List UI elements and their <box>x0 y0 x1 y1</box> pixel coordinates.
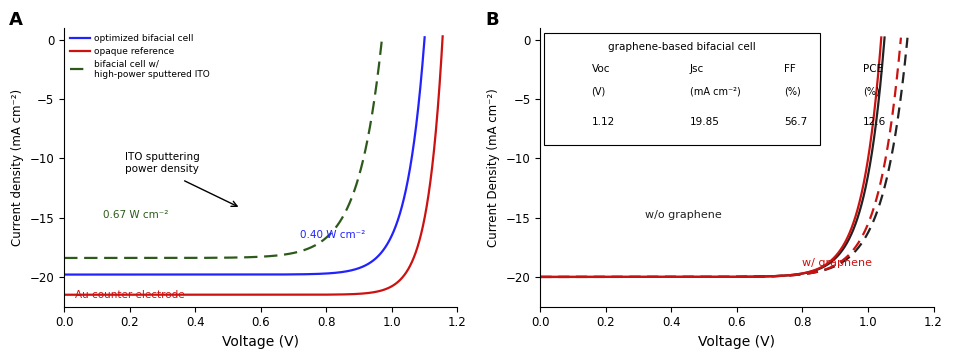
Text: Voc: Voc <box>591 64 609 74</box>
Y-axis label: Current density (mA cm⁻²): Current density (mA cm⁻²) <box>11 89 24 246</box>
Text: ITO sputtering
power density: ITO sputtering power density <box>125 152 199 174</box>
Text: 19.85: 19.85 <box>689 117 719 127</box>
Text: w/o graphene: w/o graphene <box>644 210 721 220</box>
Text: 0.67 W cm⁻²: 0.67 W cm⁻² <box>103 210 169 220</box>
FancyBboxPatch shape <box>544 33 819 145</box>
Text: graphene-based bifacial cell: graphene-based bifacial cell <box>607 42 755 52</box>
Text: (%): (%) <box>862 86 879 96</box>
Text: 12.6: 12.6 <box>862 117 885 127</box>
Text: 56.7: 56.7 <box>783 117 806 127</box>
Text: 0.40 W cm⁻²: 0.40 W cm⁻² <box>299 230 365 240</box>
Text: Jsc: Jsc <box>689 64 703 74</box>
Text: FF: FF <box>783 64 795 74</box>
Text: (V): (V) <box>591 86 605 96</box>
Legend: optimized bifacial cell, opaque reference, bifacial cell w/
high-power sputtered: optimized bifacial cell, opaque referenc… <box>69 32 212 81</box>
Text: 1.12: 1.12 <box>591 117 614 127</box>
Text: B: B <box>485 11 498 29</box>
Text: PCE: PCE <box>862 64 882 74</box>
Text: Au counter electrode: Au counter electrode <box>74 290 184 300</box>
X-axis label: Voltage (V): Voltage (V) <box>222 335 299 349</box>
Y-axis label: Current Density (mA cm⁻²): Current Density (mA cm⁻²) <box>487 88 500 247</box>
Text: (mA cm⁻²): (mA cm⁻²) <box>689 86 740 96</box>
Text: (%): (%) <box>783 86 801 96</box>
Text: A: A <box>10 11 23 29</box>
Text: w/ graphene: w/ graphene <box>801 258 872 268</box>
X-axis label: Voltage (V): Voltage (V) <box>698 335 775 349</box>
